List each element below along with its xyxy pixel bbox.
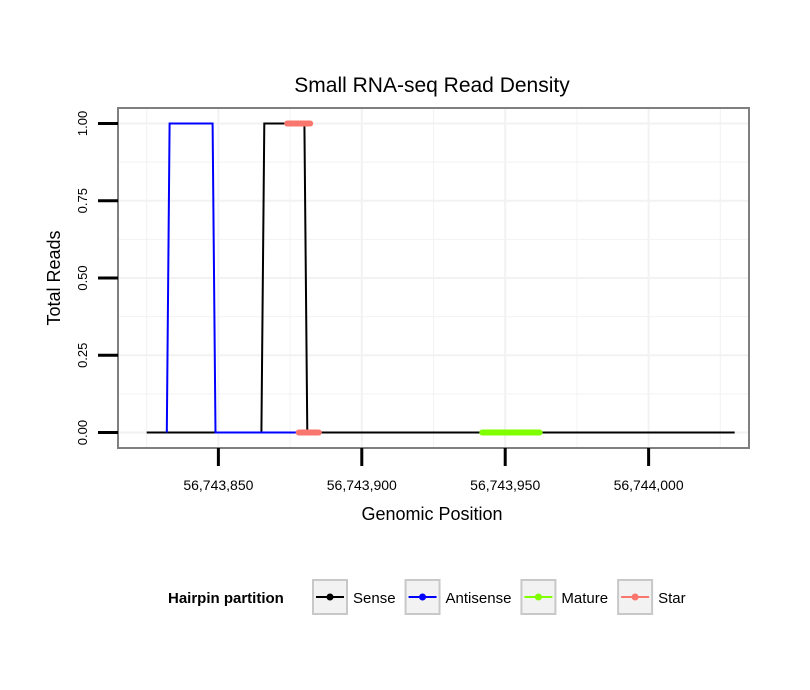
legend-label-sense: Sense <box>353 590 396 607</box>
y-tick-label: 0.75 <box>75 188 90 213</box>
legend-label-star: Star <box>658 590 686 607</box>
legend: Hairpin partition Sense Antisense Mature Sta… <box>168 579 686 615</box>
legend-title: Hairpin partition <box>168 590 284 607</box>
legend-key-dot-sense <box>326 593 334 601</box>
x-tick-label: 56,743,950 <box>470 477 540 493</box>
y-tick-label: 0.00 <box>75 420 90 445</box>
y-tick-label: 0.25 <box>75 343 90 368</box>
y-axis-label: Total Reads <box>44 230 64 325</box>
y-tick-label: 1.00 <box>75 111 90 136</box>
x-axis-label: Genomic Position <box>361 504 502 524</box>
legend-key-dot-star <box>631 593 639 601</box>
x-tick-label: 56,743,900 <box>327 477 397 493</box>
chart-title: Small RNA-seq Read Density <box>294 74 570 97</box>
legend-key-dot-antisense <box>419 593 427 601</box>
series-line-antisense <box>165 122 308 434</box>
x-tick-label: 56,743,850 <box>183 477 253 493</box>
y-tick-label: 0.50 <box>75 265 90 290</box>
legend-label-antisense: Antisense <box>446 590 512 607</box>
legend-label-mature: Mature <box>561 590 608 607</box>
legend-key-dot-mature <box>534 593 542 601</box>
x-tick-label: 56,744,000 <box>614 477 684 493</box>
